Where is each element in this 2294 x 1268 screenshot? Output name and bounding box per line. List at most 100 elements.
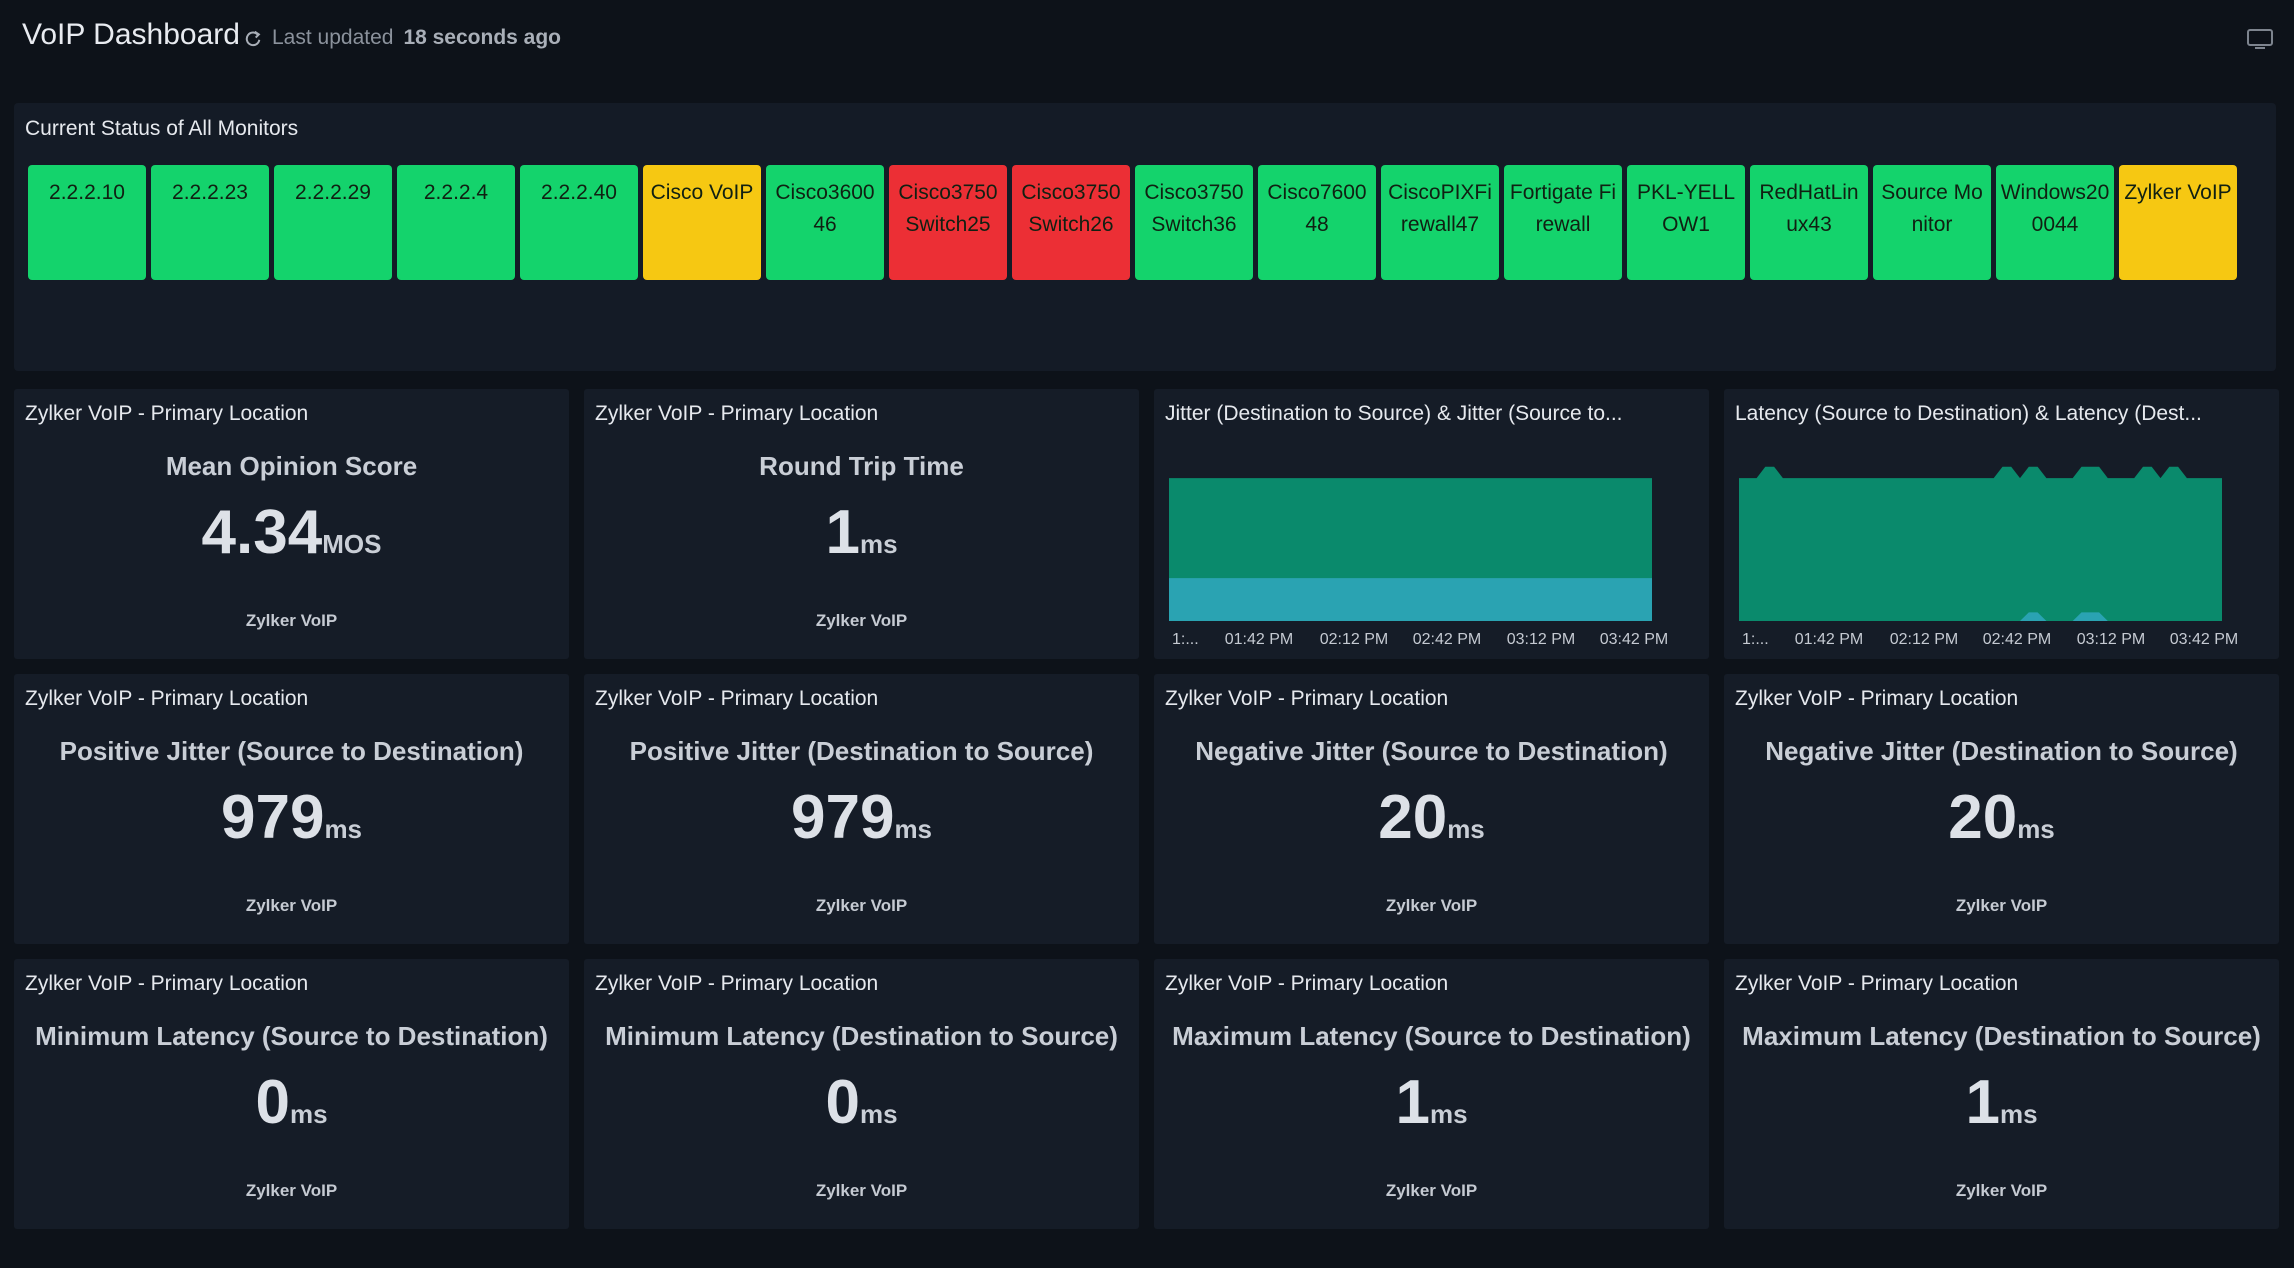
widget-metric: Mean Opinion Score: [165, 451, 418, 481]
monitor-tiles: 2.2.2.10 2.2.2.23 2.2.2.29 2.2.2.4 2.2.2.40 C…: [28, 165, 2237, 280]
widget-latency-chart[interactable]: Latency (Source to Destination) & Latenc…: [1724, 389, 2279, 659]
widget-negative-jitter-sd[interactable]: Zylker VoIP - Primary Location Negative …: [1154, 674, 1709, 944]
widget-round-trip-time[interactable]: Zylker VoIP - Primary Location Round Tri…: [584, 389, 1139, 659]
value-number: 1: [1965, 1068, 2000, 1137]
widget-source: Zylker VoIP: [815, 611, 908, 630]
series-area-1: [1169, 578, 1652, 621]
widget-source: Zylker VoIP: [1385, 896, 1478, 915]
widget-min-latency-ds[interactable]: Zylker VoIP - Primary Location Minimum L…: [584, 959, 1139, 1229]
value-number: 1: [1395, 1068, 1430, 1137]
monitor-tile-label: Cisco760048: [1267, 181, 1367, 236]
widget-mean-opinion-score[interactable]: Zylker VoIP - Primary Location Mean Opin…: [14, 389, 569, 659]
widget-value: 20ms: [1724, 782, 2279, 853]
widget-value: 1ms: [1154, 1067, 1709, 1138]
x-tick-label: 02:42 PM: [1983, 631, 2051, 648]
monitor-tile[interactable]: Source Monitor: [1873, 165, 1991, 280]
value-unit: ms: [859, 1099, 898, 1129]
value-number: 979: [220, 783, 325, 852]
widget-value: 1ms: [1724, 1067, 2279, 1138]
monitor-tile-label: Cisco360046: [775, 181, 875, 236]
widget-value: 20ms: [1154, 782, 1709, 853]
widget-negative-jitter-ds[interactable]: Zylker VoIP - Primary Location Negative …: [1724, 674, 2279, 944]
x-tick-label: 01:42 PM: [1225, 631, 1293, 648]
monitor-tile[interactable]: Fortigate Firewall: [1504, 165, 1622, 280]
monitor-tile-label: Windows200044: [2000, 181, 2110, 236]
monitor-tile[interactable]: Zylker VoIP: [2119, 165, 2237, 280]
monitor-tile[interactable]: Cisco3750Switch36: [1135, 165, 1253, 280]
value-number: 20: [1378, 783, 1448, 852]
widget-max-latency-sd[interactable]: Zylker VoIP - Primary Location Maximum L…: [1154, 959, 1709, 1229]
x-tick-label: 01:42 PM: [1795, 631, 1863, 648]
widget-metric: Positive Jitter (Source to Destination): [59, 736, 524, 766]
monitor-tile-label: RedHatLinux43: [1759, 181, 1859, 236]
monitor-tile[interactable]: 2.2.2.10: [28, 165, 146, 280]
monitor-tile-label: 2.2.2.23: [172, 181, 248, 204]
series-area-1: [1739, 612, 2222, 621]
x-tick-label: 03:42 PM: [2170, 631, 2238, 648]
widget-label: Zylker VoIP - Primary Location: [1165, 687, 1449, 710]
monitor-tile[interactable]: Cisco VoIP: [643, 165, 761, 280]
panel-title: Current Status of All Monitors: [25, 117, 299, 140]
widget-value: 4.34MOS: [14, 497, 569, 568]
widget-metric: Minimum Latency (Destination to Source): [605, 1021, 1118, 1051]
monitor-tile-label: Cisco3750Switch26: [1021, 181, 1121, 236]
value-number: 0: [255, 1068, 290, 1137]
monitor-tile-label: Cisco3750Switch25: [898, 181, 998, 236]
monitor-tile-label: 2.2.2.10: [49, 181, 125, 204]
widget-positive-jitter-ds[interactable]: Zylker VoIP - Primary Location Positive …: [584, 674, 1139, 944]
widget-metric: Positive Jitter (Destination to Source): [629, 736, 1094, 766]
latency-area-chart: 1:... 01:42 PM 02:12 PM 02:42 PM 03:12 PM 03:…: [1739, 466, 2238, 648]
monitor-tile[interactable]: Cisco360046: [766, 165, 884, 280]
monitor-tile[interactable]: Cisco3750Switch25: [889, 165, 1007, 280]
widget-metric: Maximum Latency (Destination to Source): [1742, 1021, 2261, 1051]
widget-value: 1ms: [584, 497, 1139, 568]
tv-mode-icon[interactable]: [2246, 28, 2274, 50]
value-number: 0: [825, 1068, 860, 1137]
value-unit: ms: [1999, 1099, 2038, 1129]
widget-metric: Maximum Latency (Source to Destination): [1172, 1021, 1691, 1051]
refresh-icon[interactable]: [244, 29, 262, 47]
monitor-tile-label: Cisco VoIP: [650, 181, 754, 204]
widget-label: Zylker VoIP - Primary Location: [25, 687, 309, 710]
dashboard-header: VoIP Dashboard Last updated 18 seconds a…: [0, 0, 2294, 80]
monitor-tile[interactable]: Cisco760048: [1258, 165, 1376, 280]
widget-label: Zylker VoIP - Primary Location: [25, 972, 309, 995]
widget-source: Zylker VoIP: [1385, 1181, 1478, 1200]
monitor-tile-label: 2.2.2.29: [295, 181, 371, 204]
x-tick-label: 02:42 PM: [1413, 631, 1481, 648]
x-tick-label: 03:42 PM: [1600, 631, 1668, 648]
monitor-tile[interactable]: 2.2.2.4: [397, 165, 515, 280]
last-updated: Last updated 18 seconds ago: [244, 26, 561, 50]
widget-source: Zylker VoIP: [815, 1181, 908, 1200]
monitor-tile-label: Zylker VoIP: [2124, 181, 2232, 204]
monitor-tile[interactable]: 2.2.2.23: [151, 165, 269, 280]
value-unit: MOS: [322, 529, 382, 559]
monitor-tile[interactable]: CiscoPIXFirewall47: [1381, 165, 1499, 280]
monitor-tile[interactable]: RedHatLinux43: [1750, 165, 1868, 280]
monitor-tile[interactable]: Windows200044: [1996, 165, 2114, 280]
value-unit: ms: [324, 814, 363, 844]
widget-max-latency-ds[interactable]: Zylker VoIP - Primary Location Maximum L…: [1724, 959, 2279, 1229]
widget-min-latency-sd[interactable]: Zylker VoIP - Primary Location Minimum L…: [14, 959, 569, 1229]
widget-positive-jitter-sd[interactable]: Zylker VoIP - Primary Location Positive …: [14, 674, 569, 944]
last-updated-prefix: Last updated: [272, 26, 394, 49]
widget-jitter-chart[interactable]: Jitter (Destination to Source) & Jitter …: [1154, 389, 1709, 659]
monitor-tile[interactable]: PKL-YELLOW1: [1627, 165, 1745, 280]
value-number: 979: [790, 783, 895, 852]
monitor-tile-label: CiscoPIXFirewall47: [1388, 181, 1492, 236]
monitor-tile-label: Fortigate Firewall: [1509, 181, 1617, 236]
monitor-tile[interactable]: Cisco3750Switch26: [1012, 165, 1130, 280]
monitor-tile-label: 2.2.2.4: [423, 181, 489, 204]
monitor-tile-label: 2.2.2.40: [541, 181, 617, 204]
monitor-status-panel: Current Status of All Monitors 2.2.2.10 2…: [14, 103, 2276, 371]
x-tick-label: 02:12 PM: [1320, 631, 1388, 648]
value-number: 4.34: [201, 498, 323, 567]
widget-source: Zylker VoIP: [245, 611, 338, 630]
widget-source: Zylker VoIP: [245, 896, 338, 915]
widget-metric: Negative Jitter (Destination to Source): [1765, 736, 2238, 766]
monitor-tile[interactable]: 2.2.2.40: [520, 165, 638, 280]
value-unit: ms: [894, 814, 933, 844]
widget-label: Zylker VoIP - Primary Location: [25, 402, 309, 425]
monitor-tile[interactable]: 2.2.2.29: [274, 165, 392, 280]
widget-source: Zylker VoIP: [815, 896, 908, 915]
